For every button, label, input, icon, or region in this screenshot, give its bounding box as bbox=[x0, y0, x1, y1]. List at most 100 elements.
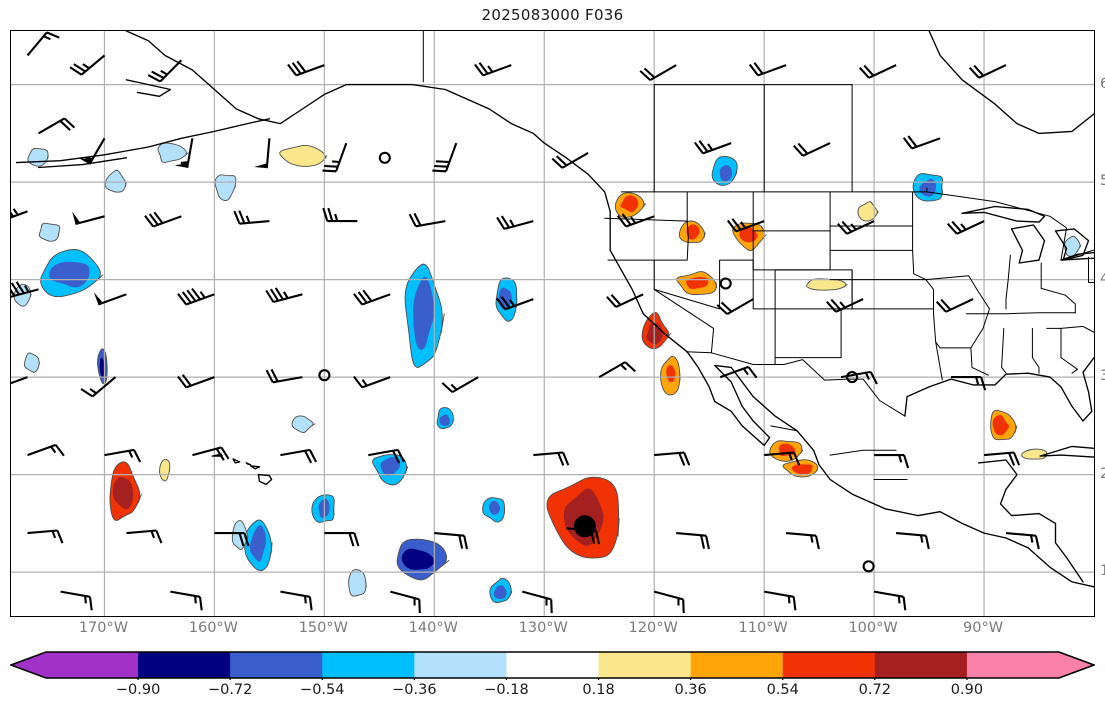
colorbar-segment-3 bbox=[322, 652, 415, 678]
y-tick-label-0: 60°N bbox=[1100, 75, 1105, 92]
wind-barb bbox=[946, 220, 985, 235]
figure-title: 2025083000 F036 bbox=[481, 6, 624, 24]
gridline-layer bbox=[11, 31, 1094, 616]
political-border bbox=[653, 288, 715, 354]
wind-barb bbox=[280, 590, 313, 611]
wind-barb bbox=[653, 590, 685, 614]
wind-barb bbox=[786, 532, 820, 550]
coastline bbox=[1054, 228, 1090, 261]
shaded-feature bbox=[660, 355, 681, 396]
wind-barb bbox=[353, 289, 391, 306]
coastline bbox=[1039, 445, 1094, 458]
wind-barb bbox=[984, 451, 1021, 466]
colorbar-segment-0 bbox=[46, 652, 139, 678]
map-axes[interactable] bbox=[10, 30, 1095, 617]
colorbar-segment-5 bbox=[506, 652, 599, 678]
wind-barb bbox=[496, 215, 534, 230]
political-border bbox=[752, 191, 831, 232]
colorbar[interactable] bbox=[10, 650, 1095, 680]
shaded-feature bbox=[489, 577, 513, 604]
political-border bbox=[1040, 262, 1066, 296]
wind-barb bbox=[896, 532, 930, 550]
coastline bbox=[245, 462, 252, 466]
wind-barb bbox=[533, 451, 570, 466]
storm-center-marker bbox=[573, 515, 596, 538]
wind-barb bbox=[522, 590, 553, 614]
coastline bbox=[15, 118, 271, 164]
x-tick-label-4: 130°W bbox=[518, 620, 568, 636]
x-tick-label-3: 140°W bbox=[408, 620, 458, 636]
shaded-feature bbox=[214, 174, 237, 202]
colorbar-segment-1 bbox=[138, 652, 231, 678]
colorbar-tick-label-0: −0.90 bbox=[115, 682, 161, 698]
political-border bbox=[1001, 327, 1007, 374]
wind-barb bbox=[764, 590, 797, 611]
shaded-feature bbox=[676, 271, 718, 295]
wind-barb bbox=[11, 281, 39, 298]
political-border bbox=[933, 313, 972, 349]
shaded-feature bbox=[109, 461, 142, 521]
x-tick-label-7: 100°W bbox=[848, 620, 898, 636]
x-tick-label-5: 120°W bbox=[628, 620, 678, 636]
wind-barb bbox=[147, 59, 183, 83]
wind-barb bbox=[93, 292, 127, 306]
political-border bbox=[829, 449, 897, 456]
colorbar-tick-label-5: 0.18 bbox=[582, 682, 615, 698]
y-tick-label-2: 40°N bbox=[1100, 270, 1105, 287]
coastline-layer bbox=[15, 31, 1094, 588]
wind-barb bbox=[144, 211, 182, 228]
y-tick-label-1: 50°N bbox=[1100, 173, 1105, 190]
y-tick-label-5: 10°N bbox=[1100, 563, 1105, 580]
coastline bbox=[928, 31, 1094, 135]
shaded-feature bbox=[291, 415, 316, 434]
wind-barb bbox=[324, 532, 360, 547]
wind-barb bbox=[214, 532, 250, 547]
political-border bbox=[912, 191, 934, 315]
coastline bbox=[1060, 251, 1094, 261]
wind-barb-layer bbox=[11, 31, 1040, 614]
wind-barb bbox=[432, 142, 458, 173]
wind-barb bbox=[606, 293, 644, 308]
shaded-feature bbox=[857, 201, 879, 222]
coastline bbox=[961, 205, 1046, 223]
y-tick-label-4: 20°N bbox=[1100, 465, 1105, 482]
wind-barb bbox=[837, 220, 875, 235]
shaded-feature bbox=[23, 352, 40, 373]
coastline bbox=[232, 458, 241, 464]
coastline bbox=[1010, 224, 1046, 264]
political-border bbox=[1060, 327, 1078, 374]
y-tick-label-3: 30°N bbox=[1100, 368, 1105, 385]
shaded-feature bbox=[769, 440, 804, 462]
coastline bbox=[543, 142, 688, 353]
shaded-feature bbox=[279, 144, 328, 167]
wind-barb bbox=[1005, 532, 1040, 550]
coastline bbox=[686, 351, 1094, 588]
colorbar-extend-max bbox=[1059, 652, 1094, 678]
wind-barb bbox=[598, 361, 636, 379]
wind-barb bbox=[265, 287, 303, 304]
coastline bbox=[977, 459, 1084, 583]
wind-barb bbox=[654, 451, 691, 466]
wind-barb bbox=[174, 138, 194, 168]
political-border bbox=[926, 191, 1094, 261]
wind-barb bbox=[192, 446, 230, 461]
political-border bbox=[966, 312, 1076, 315]
shaded-feature bbox=[912, 172, 944, 202]
colorbar-segment-4 bbox=[414, 652, 507, 678]
shaded-feature bbox=[97, 348, 108, 385]
shaded-feature bbox=[711, 155, 738, 186]
shaded-feature bbox=[348, 569, 367, 597]
wind-barb bbox=[104, 448, 142, 463]
coastline bbox=[125, 31, 545, 144]
colorbar-canvas bbox=[10, 651, 1095, 680]
wind-barb bbox=[874, 454, 910, 469]
coastline bbox=[250, 465, 261, 470]
political-border bbox=[925, 275, 990, 376]
wind-barb bbox=[287, 60, 325, 77]
coastline bbox=[125, 79, 172, 97]
wind-barb bbox=[280, 448, 318, 464]
wind-barb bbox=[126, 529, 163, 544]
wind-barb bbox=[253, 138, 271, 169]
colorbar-extend-min bbox=[11, 652, 46, 678]
